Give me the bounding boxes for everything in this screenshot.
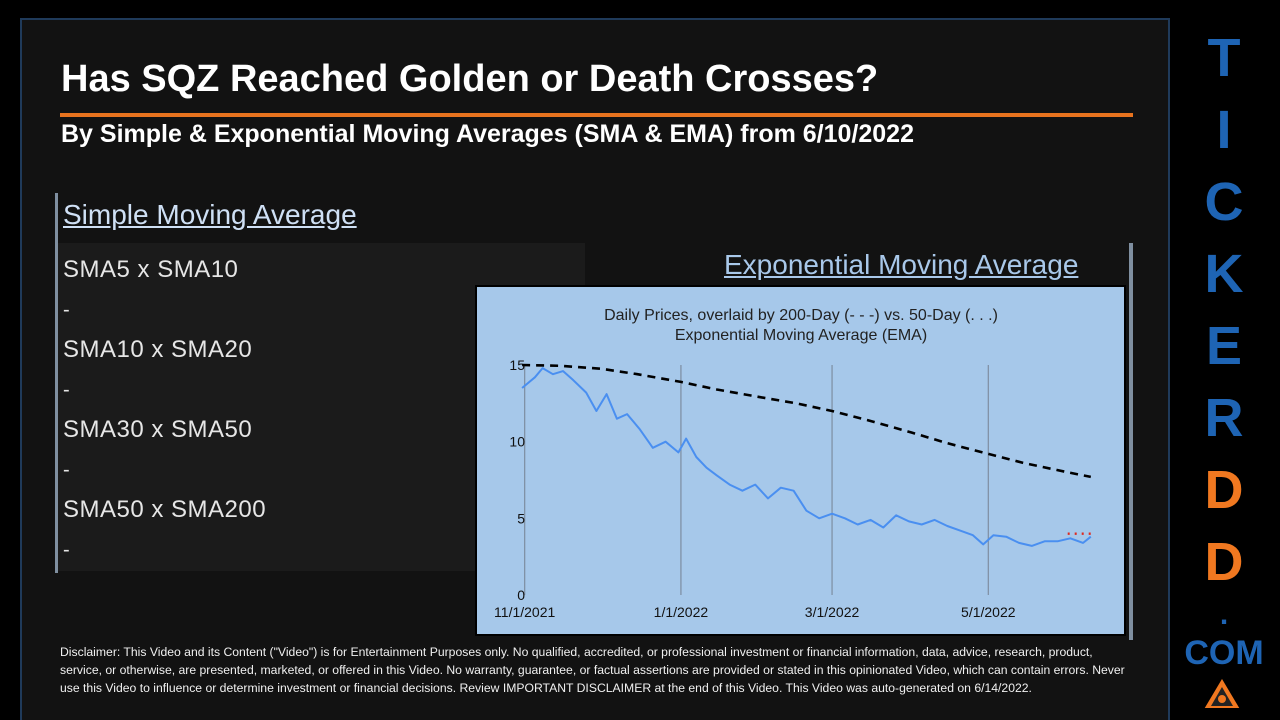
sma-item-value: - [63,539,70,561]
sma-item-label: SMA10 x SMA20 [63,336,253,363]
brand-dot: . [1219,598,1229,631]
ema-heading: Exponential Moving Average [724,249,1079,280]
ema-accent-bar [1129,243,1133,640]
warning-logo-icon [1201,675,1243,710]
brand-letter: R [1204,388,1244,448]
brand-letter: I [1216,100,1232,160]
brand-letter: D [1204,460,1244,520]
chart-title: Daily Prices, overlaid by 200-Day (- - -… [604,307,998,324]
x-tick-label: 5/1/2022 [961,604,1016,620]
page-subtitle: By Simple & Exponential Moving Averages … [61,120,914,148]
disclaimer-text: Disclaimer: This Video and its Content (… [60,645,1125,695]
sma-item-value: - [63,459,70,481]
brand-vertical: T I C K E R D D. COM [1180,20,1268,720]
sma-item-value: - [63,379,70,401]
x-tick-label: 3/1/2022 [805,604,860,620]
sma-item-value: - [63,299,70,321]
brand-letter: D [1204,532,1244,592]
y-tick-label: 15 [509,357,525,373]
x-tick-label: 1/1/2022 [654,604,709,620]
brand-suffix: COM [1184,634,1264,672]
chart-canvas: Daily Prices, overlaid by 200-Day (- - -… [494,307,1092,620]
title-divider [60,113,1133,117]
brand-letter: K [1204,244,1244,304]
sma-item-label: SMA30 x SMA50 [63,416,253,443]
sma-item-label: SMA5 x SMA10 [63,256,239,283]
series-ema200-line [522,363,1092,479]
y-tick-label: 10 [509,434,525,450]
sma-item-label: SMA50 x SMA200 [63,496,267,523]
y-tick-label: 5 [517,510,525,526]
brand-letter: T [1207,28,1241,88]
page-title: Has SQZ Reached Golden or Death Crosses? [61,58,879,100]
brand-letter: C [1204,172,1244,232]
brand-letter: E [1205,316,1243,376]
x-tick-label: 11/1/2021 [494,604,555,620]
y-tick-label: 0 [517,587,525,603]
series-price-line [521,367,1092,547]
ema-chart: Daily Prices, overlaid by 200-Day (- - -… [475,285,1126,636]
sma-heading: Simple Moving Average [63,199,357,230]
chart-subtitle: Exponential Moving Average (EMA) [675,327,927,344]
